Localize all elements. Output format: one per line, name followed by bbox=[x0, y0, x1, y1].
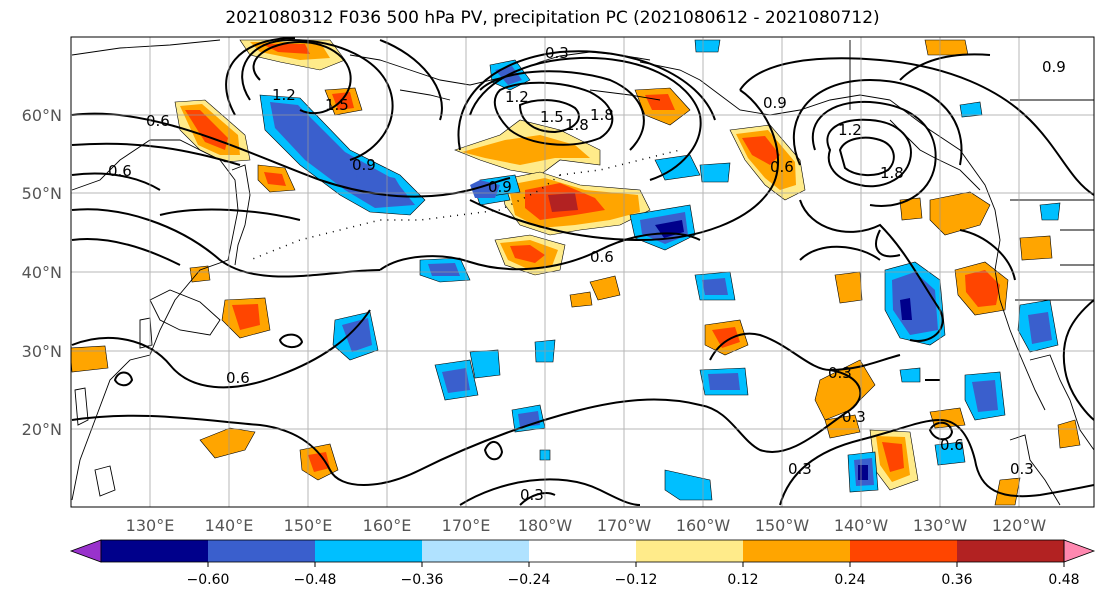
colorbar-swatch bbox=[315, 540, 423, 562]
latitude-labels: 60°N 50°N 40°N 30°N 20°N bbox=[22, 106, 62, 439]
lon-label: 130°W bbox=[913, 516, 968, 535]
contour-label: 0.6 bbox=[770, 158, 794, 176]
colorbar-tick-label: −0.24 bbox=[508, 572, 551, 588]
contour-label: 1.2 bbox=[272, 86, 296, 104]
contour-label: 1.2 bbox=[505, 88, 529, 106]
date-line bbox=[249, 174, 561, 261]
contour-label: 1.5 bbox=[325, 96, 349, 114]
lon-label: 130°E bbox=[126, 516, 175, 535]
colorbar-swatch bbox=[636, 540, 744, 562]
lon-label: 150°E bbox=[284, 516, 333, 535]
lat-label: 40°N bbox=[22, 263, 62, 282]
colorbar-tick-label: 0.12 bbox=[727, 572, 758, 588]
contour-label: 1.8 bbox=[590, 106, 614, 124]
contour-label: 0.3 bbox=[842, 408, 866, 426]
contour-labels: 0.6 0.9 1.2 1.5 0.3 1.2 1.8 0.9 1.5 1.8 … bbox=[108, 44, 1066, 504]
contour-label: 0.3 bbox=[1010, 460, 1034, 478]
lat-label: 60°N bbox=[22, 106, 62, 125]
lat-label: 20°N bbox=[22, 420, 62, 439]
colorbar-swatch bbox=[957, 540, 1065, 562]
lon-label: 160°W bbox=[676, 516, 731, 535]
gridlines bbox=[71, 37, 1094, 507]
contour-label: 0.3 bbox=[788, 460, 812, 478]
lat-label: 30°N bbox=[22, 342, 62, 361]
contour-label: 0.3 bbox=[828, 364, 852, 382]
contour-label: 1.5 bbox=[540, 108, 564, 126]
colorbar-swatch bbox=[529, 540, 637, 562]
colorbar-extend-high bbox=[1063, 539, 1096, 563]
contour-label: 0.9 bbox=[1042, 58, 1066, 76]
colorbar-tick-label: 0.36 bbox=[941, 572, 972, 588]
lon-label: 180°W bbox=[518, 516, 573, 535]
contour-label: 0.9 bbox=[488, 178, 512, 196]
lon-label: 140°E bbox=[205, 516, 254, 535]
colorbar-tick-label: −0.12 bbox=[615, 572, 658, 588]
lon-label: 170°E bbox=[442, 516, 491, 535]
colorbar-swatch bbox=[743, 540, 851, 562]
contour-label: 0.9 bbox=[763, 94, 787, 112]
contour-label: 0.6 bbox=[146, 112, 170, 130]
lat-label: 50°N bbox=[22, 184, 62, 203]
precip-positive-anomalies bbox=[71, 39, 1081, 506]
map-title: 2021080312 F036 500 hPa PV, precipitatio… bbox=[225, 8, 880, 28]
colorbar-swatch bbox=[208, 540, 316, 562]
lon-label: 160°E bbox=[363, 516, 412, 535]
lon-label: 150°W bbox=[755, 516, 810, 535]
colorbar-tick-label: 0.48 bbox=[1048, 572, 1079, 588]
colorbar-extend-low bbox=[69, 539, 102, 563]
precip-negative-anomalies bbox=[259, 39, 1061, 501]
colorbar-tick-label: 0.24 bbox=[834, 572, 865, 588]
contour-label: 1.8 bbox=[565, 116, 589, 134]
colorbar-tick-label: −0.60 bbox=[187, 572, 230, 588]
colorbar-tick-label: −0.48 bbox=[294, 572, 337, 588]
contour-label: 0.3 bbox=[520, 486, 544, 504]
contour-label: 1.8 bbox=[880, 164, 904, 182]
lon-label: 120°W bbox=[992, 516, 1047, 535]
contour-label: 0.9 bbox=[352, 156, 376, 174]
colorbar-swatch bbox=[422, 540, 530, 562]
longitude-labels: 130°E 140°E 150°E 160°E 170°E 180°W 170°… bbox=[126, 516, 1047, 535]
contour-label: 0.6 bbox=[940, 436, 964, 454]
colorbar-swatch bbox=[850, 540, 958, 562]
map-area: 0.6 0.9 1.2 1.5 0.3 1.2 1.8 0.9 1.5 1.8 … bbox=[71, 37, 1094, 507]
colorbar: −0.60 −0.48 −0.36 −0.24 −0.12 0.12 0.24 0.36 0.4… bbox=[69, 539, 1096, 588]
contour-label: 0.6 bbox=[226, 369, 250, 387]
contour-label: 0.3 bbox=[545, 44, 569, 62]
contour-label: 0.6 bbox=[590, 248, 614, 266]
contour-label: 1.2 bbox=[838, 121, 862, 139]
lon-label: 170°W bbox=[597, 516, 652, 535]
colorbar-tick-label: −0.36 bbox=[401, 572, 444, 588]
colorbar-swatch bbox=[101, 540, 209, 562]
map-frame bbox=[70, 36, 1095, 508]
contour-label: 0.6 bbox=[108, 162, 132, 180]
lon-label: 140°W bbox=[834, 516, 889, 535]
